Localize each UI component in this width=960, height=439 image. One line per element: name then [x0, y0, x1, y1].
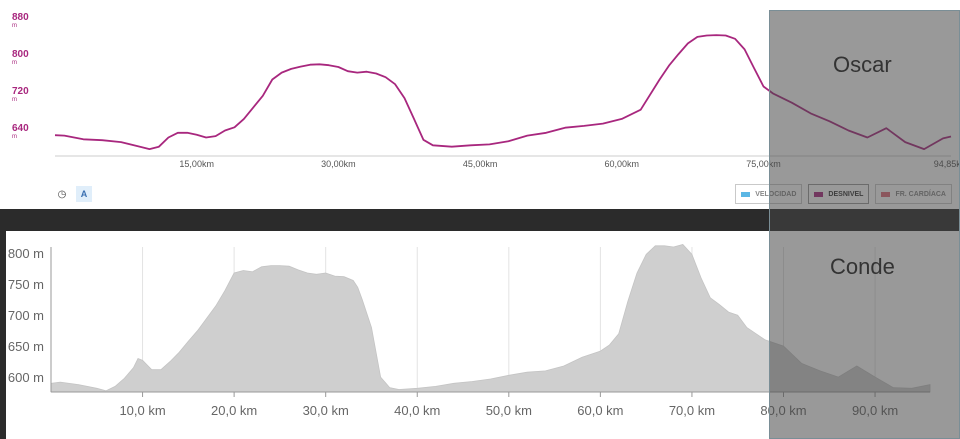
y-tick-label: 700 m: [8, 308, 44, 323]
x-tick-label: 10,0 km: [119, 403, 165, 418]
legend-swatch: [741, 191, 751, 197]
road-icon[interactable]: A: [76, 186, 92, 202]
comparison-overlay: Oscar Conde: [769, 10, 960, 439]
y-tick-label: 650 m: [8, 339, 44, 354]
x-tick-label: 75,00km: [746, 159, 781, 169]
y-tick-unit: m: [12, 60, 17, 66]
overlay-label-bottom: Conde: [830, 254, 895, 279]
y-tick-unit: m: [12, 134, 17, 140]
clock-icon[interactable]: ◷: [57, 188, 67, 200]
chart-controls: ◷ A: [54, 186, 92, 202]
x-tick-label: 30,00km: [321, 159, 356, 169]
x-tick-label: 45,00km: [463, 159, 498, 169]
x-tick-label: 30,0 km: [303, 403, 349, 418]
x-tick-label: 50,0 km: [486, 403, 532, 418]
y-tick-label: 880: [12, 12, 29, 23]
y-tick-label: 640: [12, 123, 29, 134]
overlay-label-top: Oscar: [833, 52, 892, 77]
x-tick-label: 15,00km: [179, 159, 214, 169]
x-tick-label: 60,0 km: [577, 403, 623, 418]
x-tick-label: 70,0 km: [669, 403, 715, 418]
y-tick-unit: m: [12, 97, 17, 103]
y-tick-label: 800: [12, 49, 29, 60]
y-tick-label: 600 m: [8, 370, 44, 385]
elevation-line: [54, 34, 952, 151]
y-tick-label: 750 m: [8, 277, 44, 292]
elevation-area: [50, 244, 931, 393]
x-tick-label: 20,0 km: [211, 403, 257, 418]
y-tick-label: 720: [12, 86, 29, 97]
x-tick-label: 40,0 km: [394, 403, 440, 418]
x-tick-label: 60,00km: [605, 159, 640, 169]
y-tick-label: 800 m: [8, 246, 44, 261]
y-tick-unit: m: [12, 23, 17, 29]
